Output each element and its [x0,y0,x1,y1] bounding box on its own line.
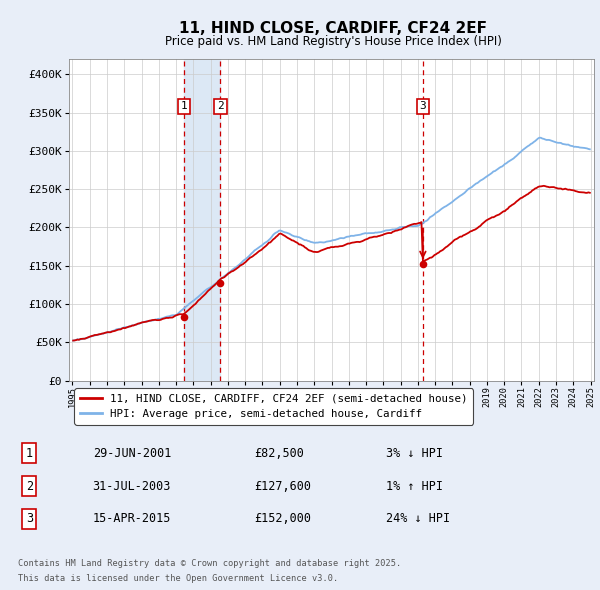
Text: Price paid vs. HM Land Registry's House Price Index (HPI): Price paid vs. HM Land Registry's House … [164,35,502,48]
Text: This data is licensed under the Open Government Licence v3.0.: This data is licensed under the Open Gov… [18,574,338,583]
Text: 3: 3 [419,101,426,112]
Text: 1: 1 [26,447,33,460]
Text: 3: 3 [26,512,33,525]
Text: 11, HIND CLOSE, CARDIFF, CF24 2EF: 11, HIND CLOSE, CARDIFF, CF24 2EF [179,21,487,35]
Text: 1: 1 [181,101,187,112]
Text: 3% ↓ HPI: 3% ↓ HPI [386,447,443,460]
Legend: 11, HIND CLOSE, CARDIFF, CF24 2EF (semi-detached house), HPI: Average price, sem: 11, HIND CLOSE, CARDIFF, CF24 2EF (semi-… [74,388,473,425]
Text: 2: 2 [217,101,224,112]
Text: 15-APR-2015: 15-APR-2015 [92,512,171,525]
Bar [184,59,220,381]
Text: 1% ↑ HPI: 1% ↑ HPI [386,480,443,493]
Text: 31-JUL-2003: 31-JUL-2003 [92,480,171,493]
Text: Contains HM Land Registry data © Crown copyright and database right 2025.: Contains HM Land Registry data © Crown c… [18,559,401,568]
Text: 2: 2 [26,480,33,493]
Text: £152,000: £152,000 [254,512,311,525]
Text: £82,500: £82,500 [254,447,304,460]
Text: 24% ↓ HPI: 24% ↓ HPI [386,512,451,525]
Text: £127,600: £127,600 [254,480,311,493]
Text: 29-JUN-2001: 29-JUN-2001 [92,447,171,460]
